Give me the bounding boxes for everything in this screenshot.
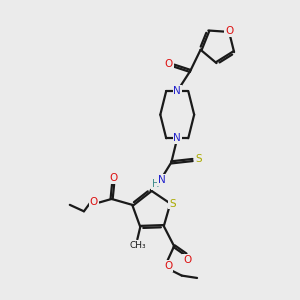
Text: H: H: [152, 179, 159, 189]
Text: O: O: [165, 59, 173, 70]
Text: N: N: [173, 133, 181, 143]
Text: N: N: [158, 175, 166, 185]
Text: S: S: [196, 154, 202, 164]
Text: N: N: [173, 86, 181, 96]
Text: CH₃: CH₃: [129, 241, 146, 250]
Text: S: S: [169, 199, 176, 208]
Text: O: O: [90, 197, 98, 207]
Text: O: O: [109, 173, 117, 183]
Text: O: O: [164, 261, 172, 271]
Text: O: O: [183, 255, 191, 265]
Text: O: O: [225, 26, 233, 36]
